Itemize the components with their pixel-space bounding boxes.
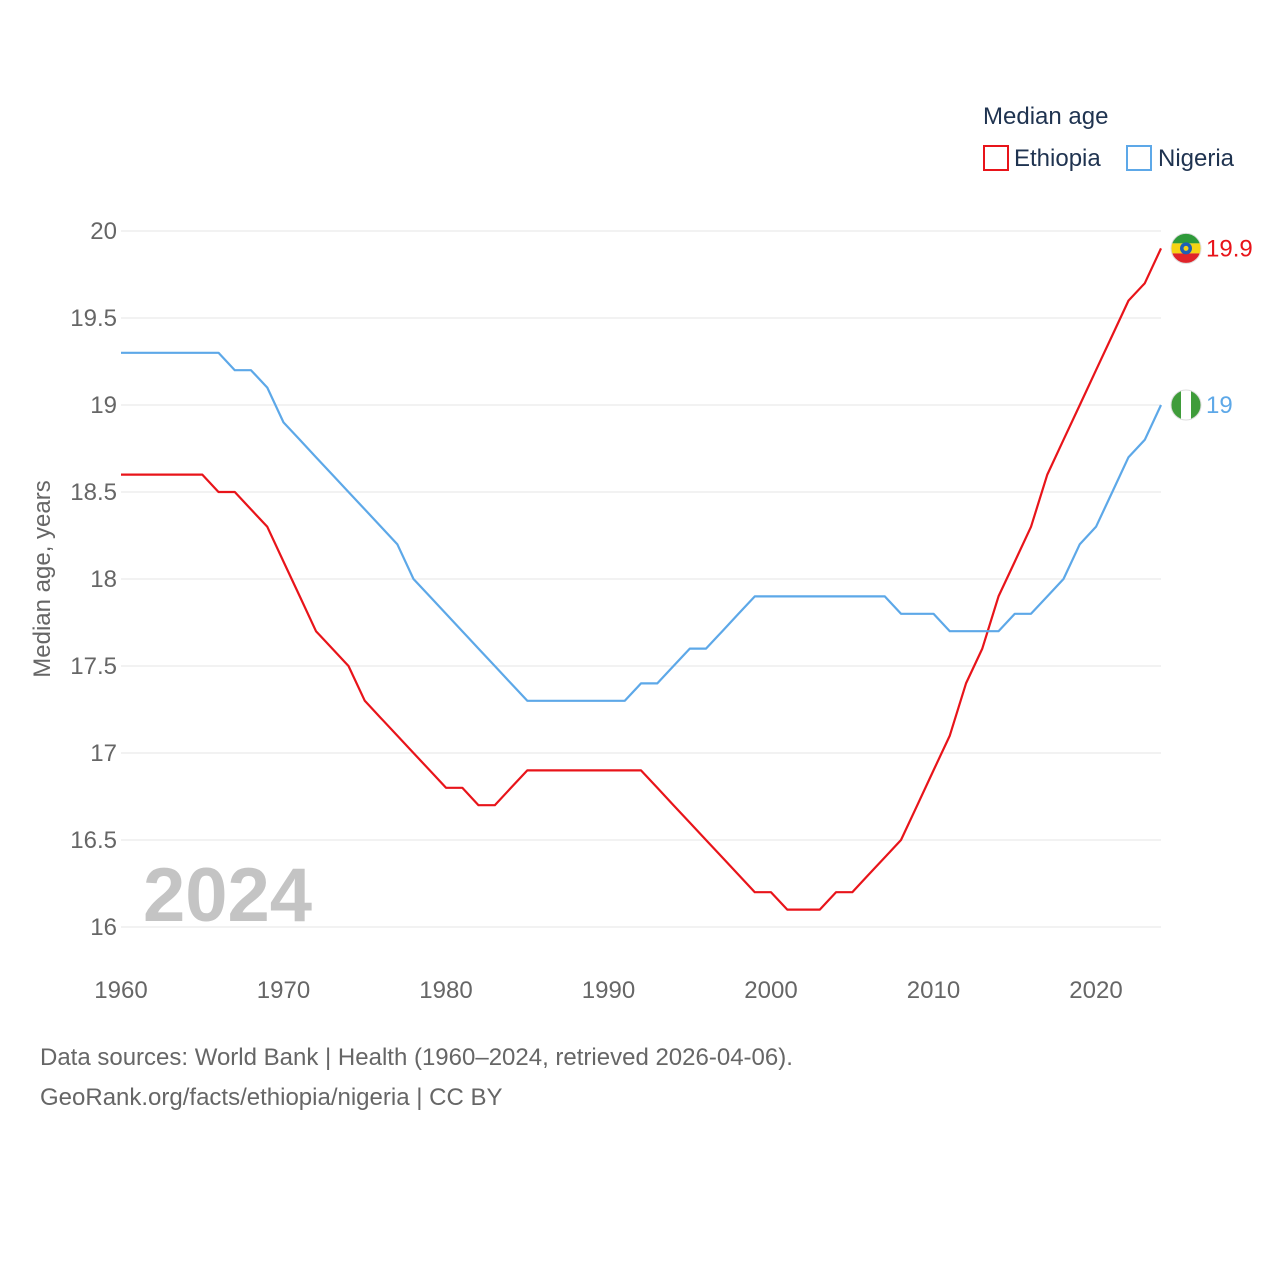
y-tick-label: 16 <box>90 914 117 941</box>
y-axis-title: Median age, years <box>29 480 56 677</box>
x-tick-label: 1960 <box>94 977 147 1004</box>
y-tick-label: 17 <box>90 740 117 767</box>
end-label-nigeria: 19 <box>1206 392 1233 419</box>
legend-swatch-ethiopia[interactable] <box>983 145 1009 171</box>
ethiopia-flag-icon <box>1170 232 1202 264</box>
legend: Median age Ethiopia Nigeria <box>983 103 1235 172</box>
end-markers: 19.9 19 <box>1170 232 1253 421</box>
y-axis-ticks: 16 16.5 17 17.5 18 18.5 19 19.5 20 <box>70 218 117 941</box>
end-label-ethiopia: 19.9 <box>1206 235 1253 262</box>
y-tick-label: 17.5 <box>70 653 117 680</box>
x-tick-label: 2000 <box>744 977 797 1004</box>
y-tick-label: 19.5 <box>70 305 117 332</box>
source-link[interactable]: GeoRank.org/facts/ethiopia/nigeria | CC … <box>40 1084 503 1111</box>
series-lines <box>121 247 1162 911</box>
source-note: Data sources: World Bank | Health (1960–… <box>40 1044 793 1071</box>
y-tick-label: 19 <box>90 392 117 419</box>
grid-lines <box>121 230 1161 928</box>
x-tick-label: 1980 <box>419 977 472 1004</box>
year-overlay: 2024 <box>143 853 312 938</box>
y-tick-label: 18 <box>90 566 117 593</box>
x-tick-label: 1970 <box>257 977 310 1004</box>
y-tick-label: 20 <box>90 218 117 245</box>
nigeria-flag-icon <box>1170 389 1202 421</box>
x-tick-label: 1990 <box>582 977 635 1004</box>
series-line-nigeria[interactable] <box>121 351 1162 702</box>
x-tick-label: 2010 <box>907 977 960 1004</box>
x-axis-ticks: 1960 1970 1980 1990 2000 2010 2020 <box>94 977 1122 1004</box>
y-tick-label: 16.5 <box>70 827 117 854</box>
y-tick-label: 18.5 <box>70 479 117 506</box>
legend-label-nigeria[interactable]: Nigeria <box>1158 145 1235 172</box>
legend-swatch-nigeria[interactable] <box>1126 145 1152 171</box>
legend-title: Median age <box>983 103 1108 130</box>
x-tick-label: 2020 <box>1069 977 1122 1004</box>
legend-label-ethiopia[interactable]: Ethiopia <box>1014 145 1101 172</box>
